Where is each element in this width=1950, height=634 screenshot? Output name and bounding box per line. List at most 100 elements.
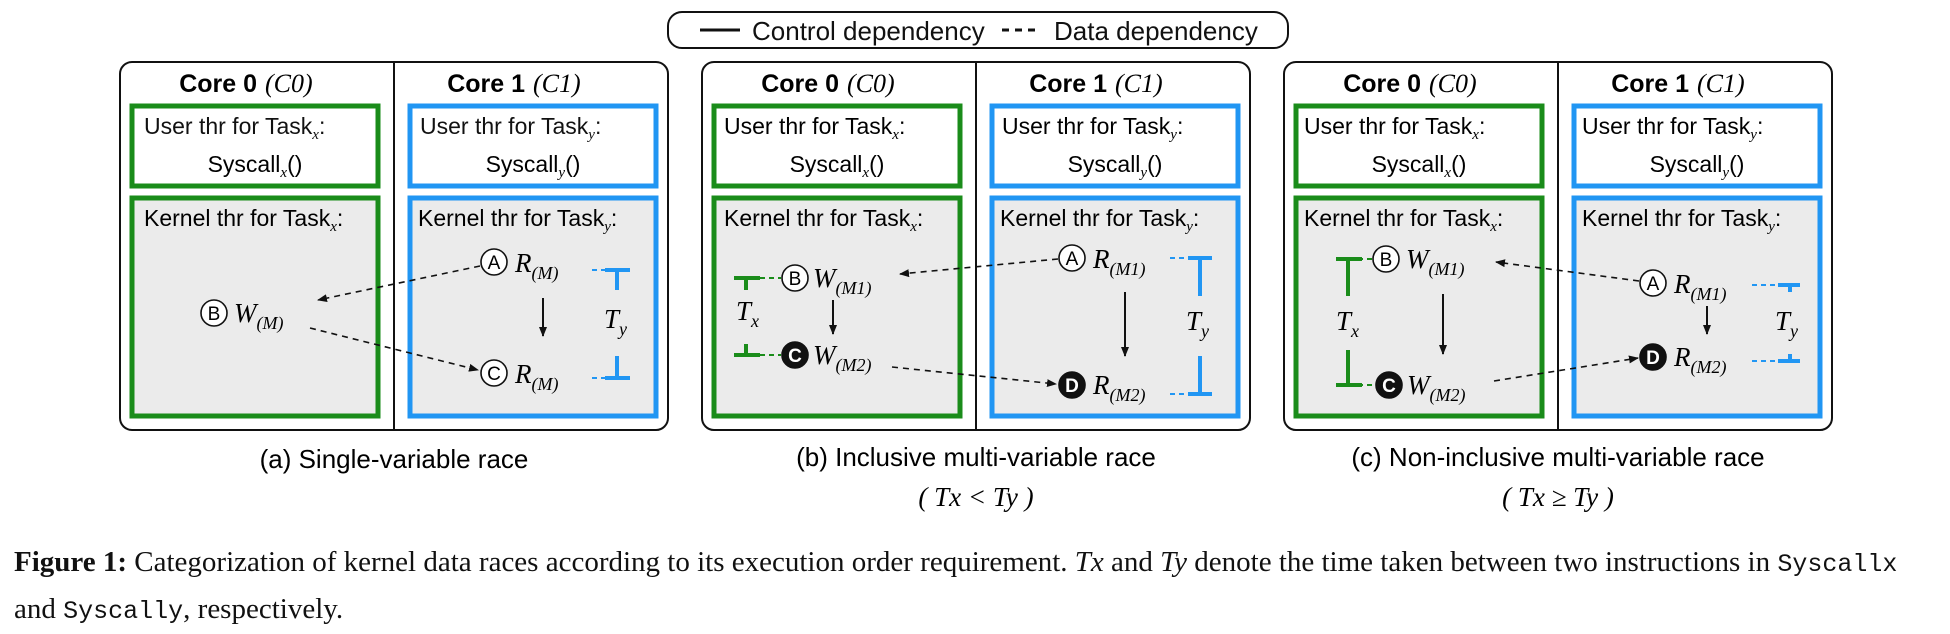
node-b-label: B bbox=[208, 304, 221, 325]
caption-text-3: , respectively. bbox=[183, 593, 344, 625]
syscall-y: Syscally() bbox=[486, 151, 581, 181]
node-c bbox=[1375, 371, 1403, 399]
node-a bbox=[1639, 269, 1667, 297]
node-c bbox=[480, 359, 508, 387]
node-a bbox=[1058, 244, 1086, 272]
caption-tx: Tx bbox=[1074, 546, 1104, 578]
syscall-x: Syscallx() bbox=[208, 151, 303, 181]
syscall-x: Syscallx() bbox=[1372, 151, 1467, 181]
caption-text-2: denote the time taken between two instru… bbox=[1194, 546, 1771, 578]
node-b bbox=[200, 299, 228, 327]
ty-bracket bbox=[592, 268, 630, 380]
node-c-label: C bbox=[487, 364, 501, 385]
core1-title: Core 1 bbox=[1029, 70, 1107, 98]
ty-bracket bbox=[1752, 283, 1800, 363]
kernel-thread-x-box bbox=[1293, 195, 1545, 419]
tx-label: Tx bbox=[1336, 306, 1359, 341]
user-thread-y-label: User thr for Tasky: bbox=[1582, 113, 1763, 143]
node-a bbox=[480, 248, 508, 276]
user-thread-y-box bbox=[989, 103, 1241, 189]
figure-label: Figure 1: bbox=[14, 546, 128, 578]
legend-data-label: Data dependency bbox=[1054, 16, 1258, 46]
core0-symbol: (C0) bbox=[1429, 69, 1477, 98]
core1-symbol: (C1) bbox=[1115, 69, 1163, 98]
node-a-label: A bbox=[1647, 274, 1660, 295]
node-a-label: A bbox=[1066, 249, 1079, 270]
kernel-thread-x-label: Kernel thr for Taskx: bbox=[144, 205, 343, 235]
op-b: W(M1) bbox=[1406, 244, 1464, 280]
user-thread-y-label: User thr for Tasky: bbox=[1002, 113, 1183, 143]
legend-frame bbox=[667, 11, 1289, 49]
kernel-thread-y-label: Kernel thr for Tasky: bbox=[418, 205, 617, 235]
caption-and: and bbox=[1111, 546, 1153, 578]
op-a: R(M1) bbox=[1673, 269, 1726, 305]
data-arrow-c-d bbox=[891, 366, 1057, 388]
node-d-label: D bbox=[1065, 376, 1079, 397]
op-d: R(M2) bbox=[1673, 342, 1726, 378]
legend-control-label: Control dependency bbox=[752, 16, 985, 46]
kernel-thread-x-label: Kernel thr for Taskx: bbox=[724, 205, 923, 235]
op-d: R(M2) bbox=[1092, 370, 1145, 406]
data-arrow-c-d bbox=[1493, 355, 1639, 382]
ty-label: Ty bbox=[604, 304, 627, 339]
core1-symbol: (C1) bbox=[533, 69, 581, 98]
user-thread-x-label: User thr for Taskx: bbox=[1304, 113, 1485, 143]
panel-c-condition: ( Tx ≥ Ty ) bbox=[1502, 482, 1614, 512]
core1-title: Core 1 bbox=[447, 70, 525, 98]
core1-symbol: (C1) bbox=[1697, 69, 1745, 98]
node-a-label: A bbox=[488, 253, 501, 274]
panel-b-condition: ( Tx < Ty ) bbox=[918, 482, 1033, 512]
data-arrow-a-b bbox=[899, 258, 1059, 278]
op-c: R(M) bbox=[514, 359, 558, 395]
kernel-thread-x-box bbox=[711, 195, 963, 419]
caption-syscall-x: Syscallx bbox=[1777, 550, 1898, 579]
user-thread-x-box bbox=[1293, 103, 1545, 189]
panel-a: Core 0 (C0) Core 1 (C1) User thr for Tas… bbox=[119, 61, 669, 474]
tx-bracket bbox=[734, 276, 781, 357]
data-arrow-a-b bbox=[317, 265, 481, 303]
kernel-thread-x-box bbox=[129, 195, 381, 419]
caption-syscall-y: Syscally bbox=[63, 597, 184, 626]
node-c bbox=[781, 341, 809, 369]
user-thread-x-label: User thr for Taskx: bbox=[724, 113, 905, 143]
op-c: W(M2) bbox=[813, 340, 871, 376]
panel-b: Core 0 (C0) Core 1 (C1) User thr for Tas… bbox=[701, 61, 1251, 512]
figure-caption: Figure 1: Categorization of kernel data … bbox=[14, 540, 1934, 634]
core0-symbol: (C0) bbox=[847, 69, 895, 98]
syscall-y: Syscally() bbox=[1650, 151, 1745, 181]
core0-symbol: (C0) bbox=[265, 69, 313, 98]
op-b: W(M) bbox=[234, 298, 283, 334]
op-b: W(M1) bbox=[813, 263, 871, 299]
user-thread-x-box bbox=[129, 103, 381, 189]
core0-title: Core 0 bbox=[761, 70, 839, 98]
tx-bracket bbox=[1336, 257, 1374, 387]
node-b bbox=[1372, 245, 1400, 273]
core0-title: Core 0 bbox=[1343, 70, 1421, 98]
node-b bbox=[781, 264, 809, 292]
panel-a-caption: (a) Single-variable race bbox=[260, 444, 529, 474]
node-d-label: D bbox=[1646, 348, 1660, 369]
node-d bbox=[1058, 371, 1086, 399]
data-arrow-b-c bbox=[309, 327, 479, 372]
ty-label: Ty bbox=[1186, 306, 1209, 341]
op-a: R(M) bbox=[514, 248, 558, 284]
panel-c-caption: (c) Non-inclusive multi-variable race bbox=[1351, 442, 1764, 472]
kernel-thread-y-box bbox=[989, 195, 1241, 419]
user-thread-y-box bbox=[1571, 103, 1823, 189]
kernel-thread-y-label: Kernel thr for Tasky: bbox=[1000, 205, 1199, 235]
kernel-thread-x-label: Kernel thr for Taskx: bbox=[1304, 205, 1503, 235]
caption-ty: Ty bbox=[1160, 546, 1188, 578]
tx-label: Tx bbox=[736, 296, 759, 331]
syscall-y: Syscally() bbox=[1068, 151, 1163, 181]
core1-title: Core 1 bbox=[1611, 70, 1689, 98]
legend: Control dependency Data dependency bbox=[667, 11, 1289, 49]
node-c-label: C bbox=[1382, 376, 1396, 397]
user-thread-x-box bbox=[711, 103, 963, 189]
user-thread-y-box bbox=[407, 103, 659, 189]
data-arrow-a-b bbox=[1495, 259, 1640, 282]
node-c-label: C bbox=[788, 346, 802, 367]
panel-c: Core 0 (C0) Core 1 (C1) User thr for Tas… bbox=[1283, 61, 1833, 512]
ty-bracket bbox=[1170, 256, 1212, 396]
caption-and-2: and bbox=[14, 593, 56, 625]
